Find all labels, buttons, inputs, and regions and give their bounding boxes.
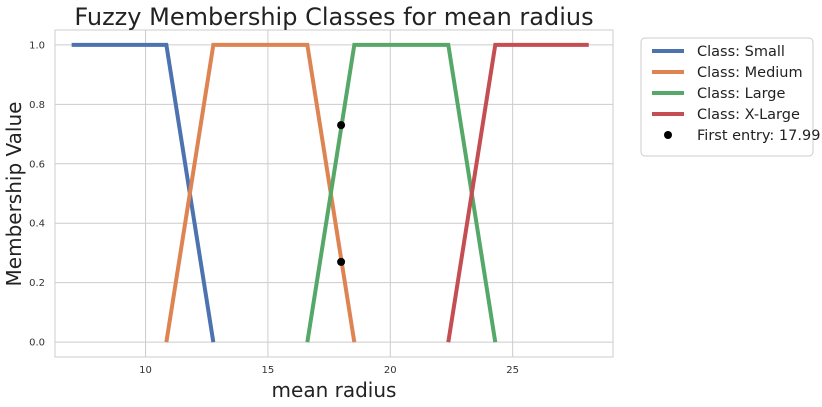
legend: Class: Small Class: Medium Class: Large Cla… <box>640 37 820 157</box>
legend-items: Class: Small Class: Medium Class: Large Cla… <box>652 44 820 144</box>
y-tick-label: 0.2 <box>29 278 45 289</box>
legend-label: Class: Small <box>697 44 785 60</box>
legend-label: Class: Large <box>697 86 786 102</box>
x-tick-label: 20 <box>384 365 397 376</box>
x-axis-label: mean radius <box>272 378 397 402</box>
legend-label: First entry: 17.99 <box>697 128 820 144</box>
y-axis-label: Membership Value <box>2 102 26 287</box>
legend-label: Class: X-Large <box>697 107 800 123</box>
series-layer <box>71 42 589 343</box>
legend-box <box>640 37 814 157</box>
y-tick-label: 0.6 <box>29 159 45 170</box>
y-tick-label: 1.0 <box>29 40 45 51</box>
y-tick-label: 0.0 <box>29 338 45 349</box>
first-entry-point <box>337 257 346 266</box>
legend-label: Class: Medium <box>697 65 803 81</box>
series-line-4 <box>446 42 589 343</box>
series-line-1 <box>71 42 216 343</box>
y-tick-labels: 0.0 0.2 0.4 0.6 0.8 1.0 <box>29 40 45 348</box>
x-tick-labels: 10 15 20 25 <box>139 365 519 376</box>
x-tick-label: 15 <box>262 365 275 376</box>
x-tick-label: 25 <box>506 365 519 376</box>
y-tick-label: 0.4 <box>29 219 45 230</box>
x-tick-label: 10 <box>139 365 152 376</box>
first-entry-point <box>337 121 346 130</box>
points-layer <box>337 121 346 266</box>
y-tick-label: 0.8 <box>29 100 45 111</box>
plot-area <box>54 29 614 358</box>
chart-title: Fuzzy Membership Classes for mean radius <box>74 3 593 31</box>
legend-swatch <box>664 131 672 139</box>
